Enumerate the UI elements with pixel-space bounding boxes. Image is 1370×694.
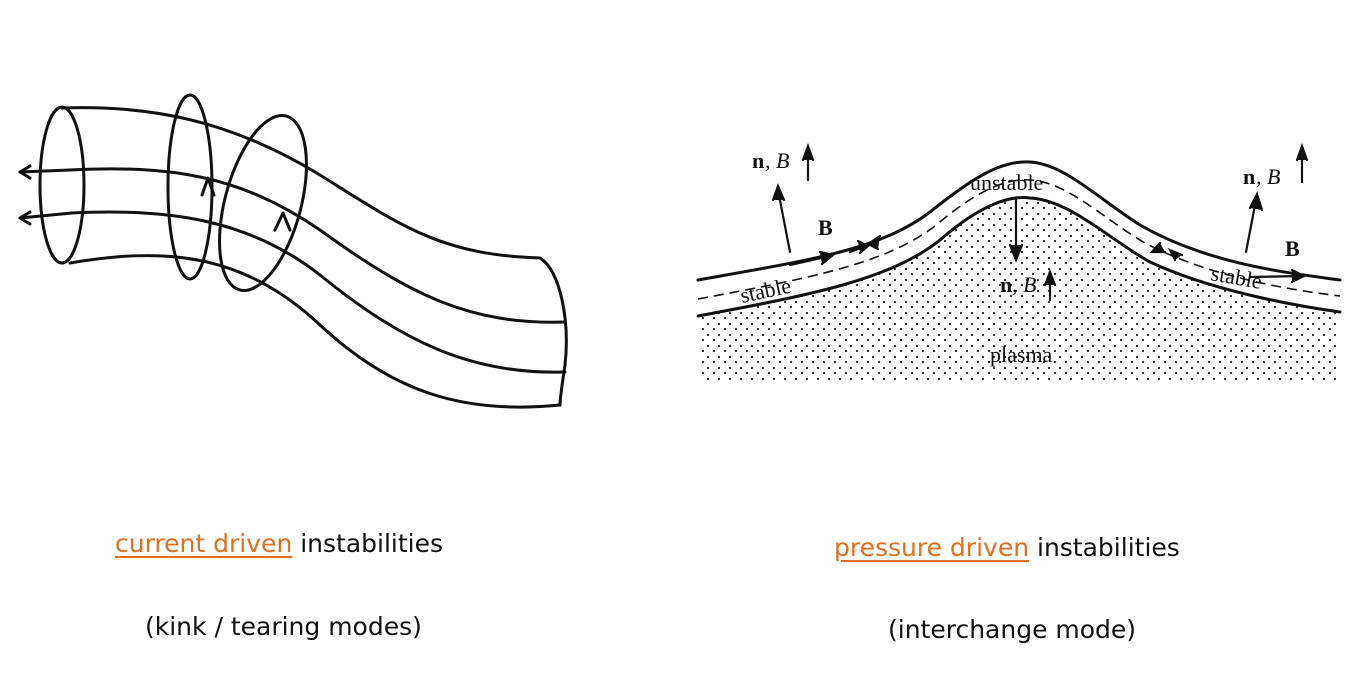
upper-boundary bbox=[696, 160, 1342, 282]
field-arrow-2 bbox=[18, 211, 74, 220]
right-caption-highlight[interactable]: pressure driven bbox=[834, 533, 1030, 562]
field-arrow-1 bbox=[18, 168, 72, 174]
field-loop-2 bbox=[218, 114, 308, 292]
label-n-left: n bbox=[752, 148, 764, 173]
plasma-region bbox=[698, 197, 1340, 380]
kink-tube-diagram bbox=[0, 80, 600, 440]
field-line-1 bbox=[68, 167, 567, 324]
right-caption-rest: instabilities bbox=[1029, 533, 1180, 562]
label-b-right: , B bbox=[1256, 164, 1280, 189]
tube-right-end bbox=[538, 256, 568, 407]
normal-left bbox=[776, 188, 792, 254]
left-subcaption: (kink / tearing modes) bbox=[145, 612, 422, 641]
left-caption-highlight[interactable]: current driven bbox=[115, 529, 293, 558]
left-caption: current driven instabilities bbox=[115, 529, 443, 558]
left-caption-rest: instabilities bbox=[292, 529, 443, 558]
b-arrow-left bbox=[818, 250, 836, 266]
label-bold-b-right: B bbox=[1285, 236, 1300, 261]
b-arrow-right bbox=[1290, 268, 1307, 284]
label-b-left: , B bbox=[765, 148, 789, 173]
tube-left-end bbox=[38, 105, 86, 265]
kink-tube-svg bbox=[18, 93, 568, 409]
tube-top-edge bbox=[60, 106, 542, 260]
right-caption: pressure driven instabilities bbox=[834, 533, 1180, 562]
label-n-center: n bbox=[1000, 272, 1012, 297]
label-bold-b-left: B bbox=[818, 215, 833, 240]
label-b-center: , B bbox=[1012, 272, 1036, 297]
dashed-midline bbox=[697, 179, 1341, 300]
interchange-diagram: n , B B stable unstable n , B plasma n ,… bbox=[690, 140, 1350, 400]
label-plasma: plasma bbox=[990, 342, 1053, 367]
label-unstable: unstable bbox=[970, 170, 1043, 195]
right-subcaption: (interchange mode) bbox=[888, 615, 1137, 644]
tube-bottom-edge bbox=[68, 254, 562, 409]
converge-arrow-right bbox=[1149, 241, 1167, 254]
lower-boundary bbox=[696, 196, 1342, 318]
label-n-right: n bbox=[1243, 164, 1255, 189]
interchange-svg: n , B B stable unstable n , B plasma n ,… bbox=[696, 142, 1342, 380]
field-line-2 bbox=[70, 210, 567, 374]
